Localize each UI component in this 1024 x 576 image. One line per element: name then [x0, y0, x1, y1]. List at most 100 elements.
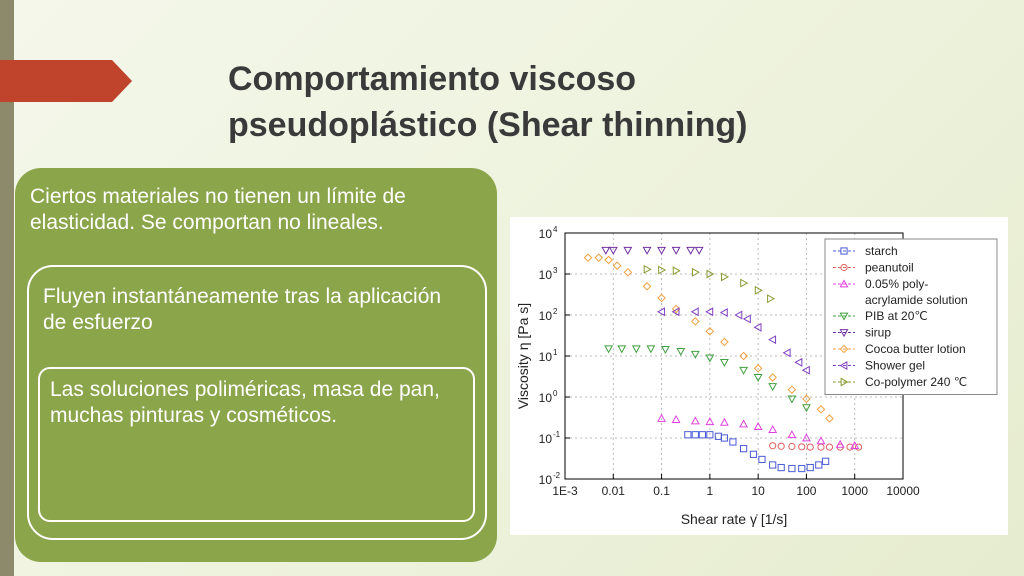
legend-label: Co-polymer 240 ℃	[865, 375, 967, 389]
data-point	[777, 463, 785, 472]
y-tick-exponent: 1	[553, 348, 558, 357]
data-point	[706, 431, 714, 439]
x-tick-label: 1000	[841, 484, 868, 498]
data-point	[822, 457, 830, 465]
data-point	[671, 415, 681, 424]
data-point	[740, 445, 748, 453]
data-point	[720, 434, 728, 442]
data-point	[612, 261, 622, 270]
legend-marker	[839, 279, 849, 288]
y-tick-label: 10	[539, 432, 553, 446]
data-point	[686, 246, 696, 255]
data-point	[734, 310, 743, 320]
y-tick-label: 10	[539, 473, 553, 487]
legend-marker	[839, 344, 849, 354]
data-point	[631, 345, 641, 354]
data-point	[846, 443, 854, 451]
y-tick-exponent: -1	[553, 430, 561, 439]
data-point	[657, 413, 667, 422]
data-point	[690, 350, 700, 359]
data-point	[754, 285, 763, 295]
data-point	[658, 265, 667, 275]
x-tick-label: 0.1	[653, 484, 670, 498]
data-point	[729, 438, 737, 446]
legend-label: starch	[865, 244, 898, 258]
data-point	[706, 269, 715, 279]
data-point	[705, 327, 715, 336]
data-point	[816, 405, 826, 414]
y-tick-label: 10	[539, 391, 553, 405]
data-point	[671, 304, 681, 314]
data-point	[854, 443, 863, 451]
data-point	[608, 246, 618, 255]
legend-label: Shower gel	[865, 359, 925, 373]
data-point	[753, 421, 763, 430]
data-point	[753, 322, 762, 332]
data-point	[642, 282, 652, 291]
data-point	[825, 443, 834, 451]
data-point	[594, 253, 604, 262]
data-point	[684, 431, 692, 439]
data-point	[742, 314, 751, 324]
data-point	[672, 266, 681, 276]
data-point	[671, 246, 681, 255]
y-tick-exponent: 2	[553, 307, 558, 316]
data-point	[604, 345, 614, 354]
x-tick-label: 0.01	[602, 484, 626, 498]
data-point	[835, 439, 845, 448]
data-point	[691, 431, 699, 439]
data-point	[604, 255, 613, 265]
x-tick-label: 10	[751, 484, 765, 498]
data-point	[705, 307, 714, 317]
data-point	[798, 464, 806, 473]
legend-marker	[839, 312, 849, 321]
data-point	[768, 335, 777, 345]
data-point	[787, 385, 797, 395]
data-point	[698, 431, 706, 439]
data-point	[617, 345, 627, 354]
side-strip	[0, 0, 14, 576]
data-point	[782, 348, 791, 358]
data-point	[623, 246, 633, 255]
data-point	[802, 394, 811, 404]
box-text: Fluyen instantáneamente tras la aplicaci…	[43, 285, 442, 334]
data-point	[657, 293, 666, 303]
data-point	[601, 246, 611, 255]
x-tick-label: 1	[707, 484, 714, 498]
y-tick-label: 10	[539, 268, 553, 282]
data-point	[788, 442, 796, 451]
data-point	[583, 253, 593, 262]
data-point	[719, 417, 729, 426]
data-point	[806, 463, 814, 472]
data-point	[694, 246, 704, 255]
legend-label: peanutoil	[865, 261, 914, 275]
data-point	[787, 430, 797, 439]
data-point	[719, 308, 728, 317]
legend-marker	[840, 247, 848, 255]
data-point	[705, 354, 715, 363]
data-point	[720, 337, 729, 347]
data-point	[690, 416, 700, 425]
slide-title: Comportamiento viscoso pseudoplástico (S…	[228, 60, 748, 144]
data-point	[815, 461, 823, 469]
data-point	[642, 246, 652, 255]
x-tick-label: 10000	[886, 484, 920, 498]
legend-marker	[840, 377, 849, 387]
y-tick-exponent: 4	[553, 225, 558, 234]
y-tick-exponent: 3	[553, 266, 558, 275]
legend-box	[824, 238, 998, 395]
data-point	[794, 357, 803, 367]
data-point	[749, 450, 758, 458]
data-point	[816, 436, 826, 445]
data-point	[660, 346, 670, 355]
x-axis-label: Shear rate γ̇ [1/s]	[681, 511, 788, 527]
data-point	[767, 294, 776, 304]
data-point	[705, 417, 715, 426]
data-point	[643, 264, 652, 274]
x-tick-label: 1E-3	[552, 484, 578, 498]
data-point	[739, 366, 749, 375]
accent-arrow	[0, 60, 132, 102]
legend-label: sirup	[865, 326, 891, 340]
data-point	[777, 442, 785, 450]
data-point	[739, 419, 749, 428]
